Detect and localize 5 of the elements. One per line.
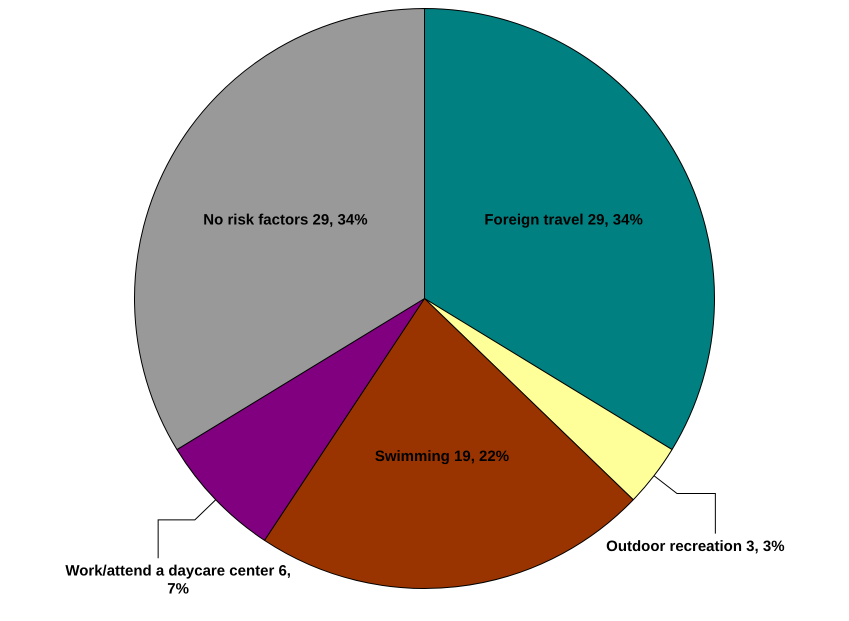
- slice-label: Foreign travel 29, 34%: [484, 212, 643, 229]
- slice-label: Outdoor recreation 3, 3%: [606, 538, 785, 555]
- slice-label: Swimming 19, 22%: [374, 448, 510, 466]
- slice-label: Work/attend a daycare center 6, 7%: [65, 562, 291, 598]
- slice-label: No risk factors 29, 34%: [203, 212, 368, 229]
